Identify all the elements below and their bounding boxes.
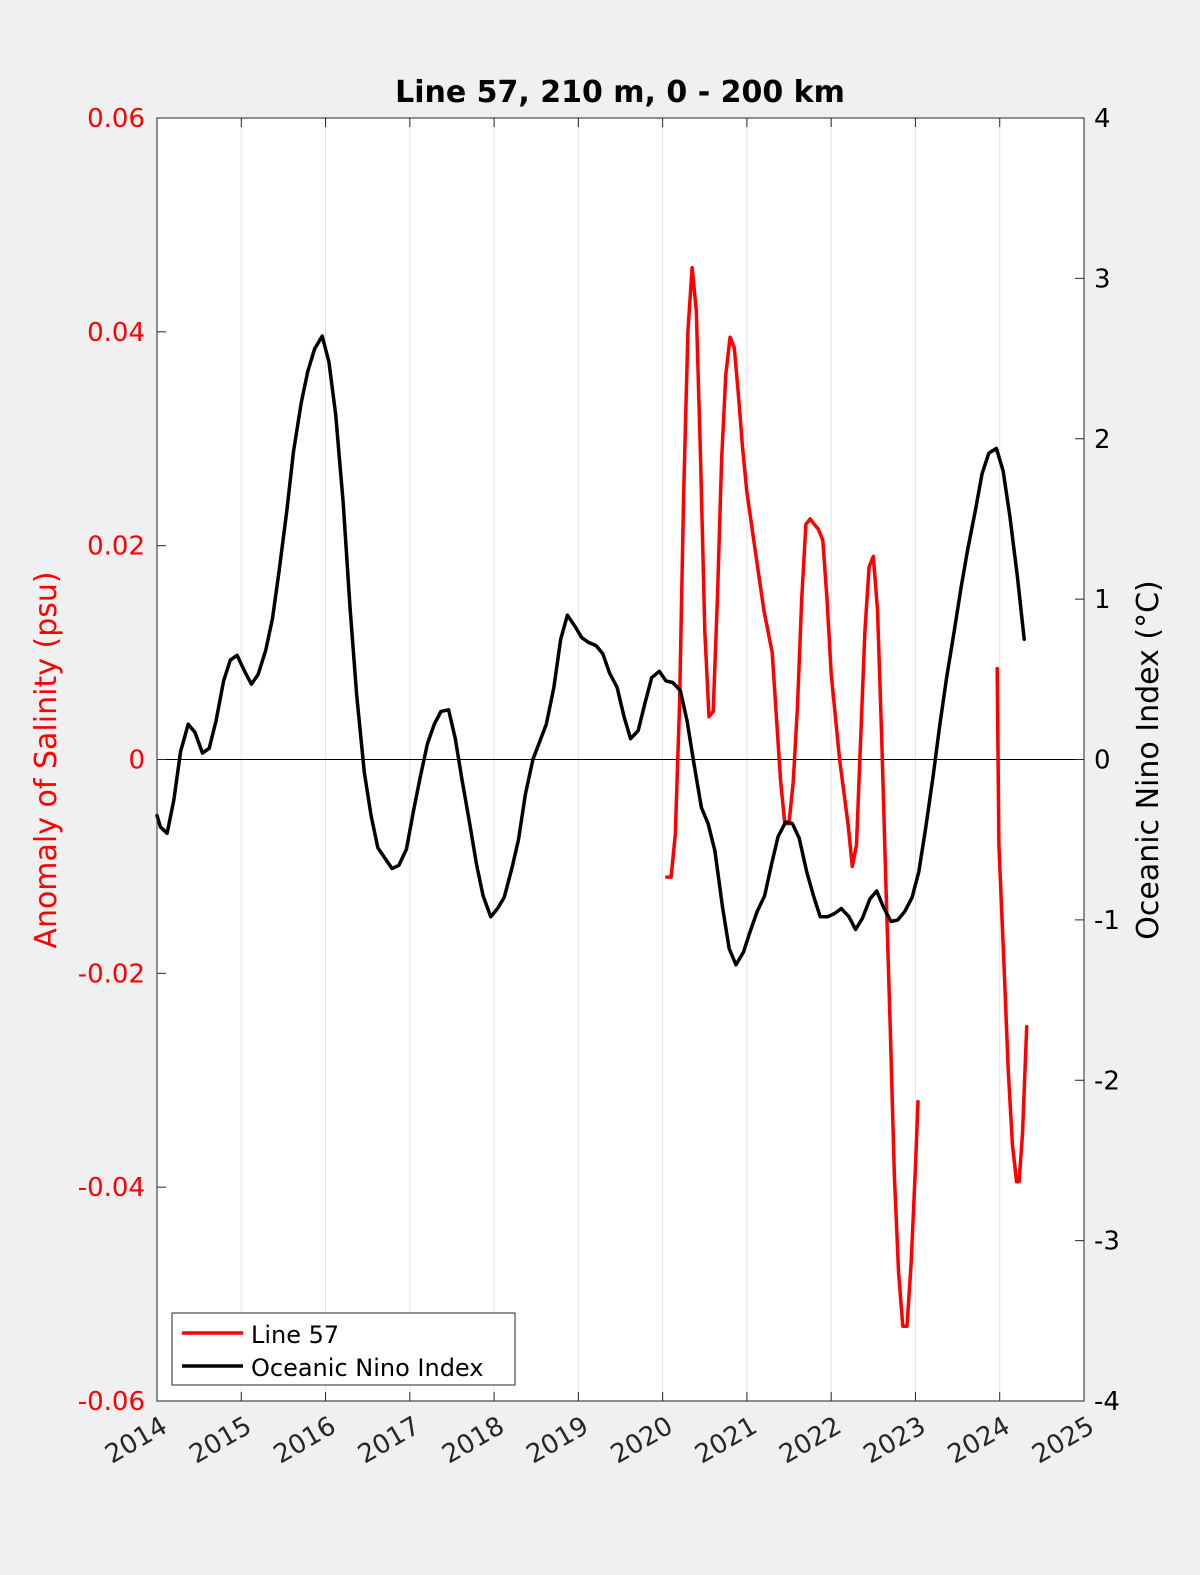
right-tick-label: -4 (1094, 1387, 1120, 1417)
left-axis-ticks: -0.06 -0.04 -0.02 0 0.02 0.04 0.06 (78, 104, 166, 1417)
right-axis-label: Oceanic Nino Index (°C) (1131, 580, 1166, 940)
right-tick-label: 4 (1094, 104, 1111, 134)
series-line-segment (665, 265, 920, 1328)
left-tick-label: 0.04 (87, 318, 145, 348)
right-tick-label: 1 (1094, 585, 1111, 615)
left-axis-label: Anomaly of Salinity (psu) (29, 571, 64, 948)
legend-box (171, 1312, 516, 1386)
series-lines (155, 265, 1029, 1328)
legend-label-oni: Oceanic Nino Index (251, 1354, 483, 1382)
right-tick-label: -3 (1094, 1227, 1120, 1257)
right-tick-label: -1 (1094, 906, 1120, 936)
series-line-57 (665, 265, 1029, 1328)
left-tick-label: -0.02 (78, 959, 145, 989)
series-line-segment (995, 666, 1029, 1184)
series-oceanic-nino-index (155, 334, 1026, 967)
right-tick-label: 2 (1094, 425, 1111, 455)
right-tick-label: 0 (1094, 746, 1111, 776)
legend: Line 57 Oceanic Nino Index (171, 1312, 516, 1386)
series-line-segment (155, 334, 1026, 967)
legend-label-line-57: Line 57 (251, 1321, 339, 1349)
right-tick-label: -2 (1094, 1066, 1120, 1096)
left-tick-label: -0.06 (78, 1387, 145, 1417)
chart-title: Line 57, 210 m, 0 - 200 km (395, 75, 845, 110)
right-axis-ticks: -4 -3 -2 -1 0 1 2 3 4 (1075, 104, 1120, 1417)
left-tick-label: 0 (128, 746, 145, 776)
left-tick-label: 0.02 (87, 532, 145, 562)
right-tick-label: 3 (1094, 264, 1111, 294)
left-tick-label: 0.06 (87, 104, 145, 134)
left-tick-label: -0.04 (78, 1173, 145, 1203)
